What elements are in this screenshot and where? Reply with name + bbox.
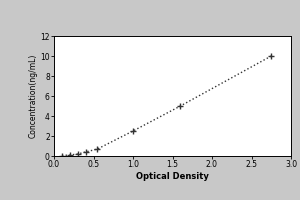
- X-axis label: Optical Density: Optical Density: [136, 172, 209, 181]
- Y-axis label: Concentration(ng/mL): Concentration(ng/mL): [28, 54, 38, 138]
